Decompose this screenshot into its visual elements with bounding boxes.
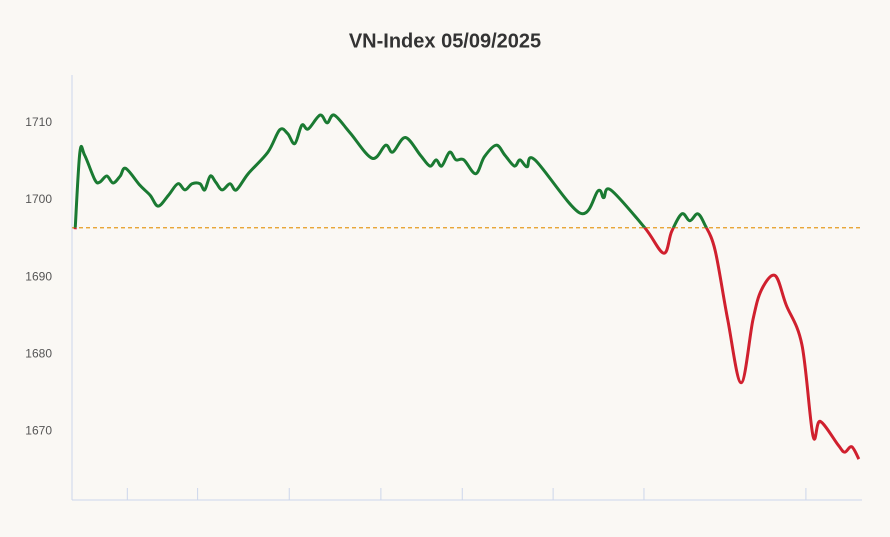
y-tick-label: 1700 [25,192,52,206]
chart-title: VN-Index 05/09/2025 [349,30,541,52]
y-tick-label: 1690 [25,269,52,283]
price-line-above [73,113,709,228]
price-line-below [73,227,861,460]
y-tick-label: 1710 [25,115,52,129]
y-tick-label: 1670 [25,424,52,438]
y-tick-label: 1680 [25,346,52,360]
